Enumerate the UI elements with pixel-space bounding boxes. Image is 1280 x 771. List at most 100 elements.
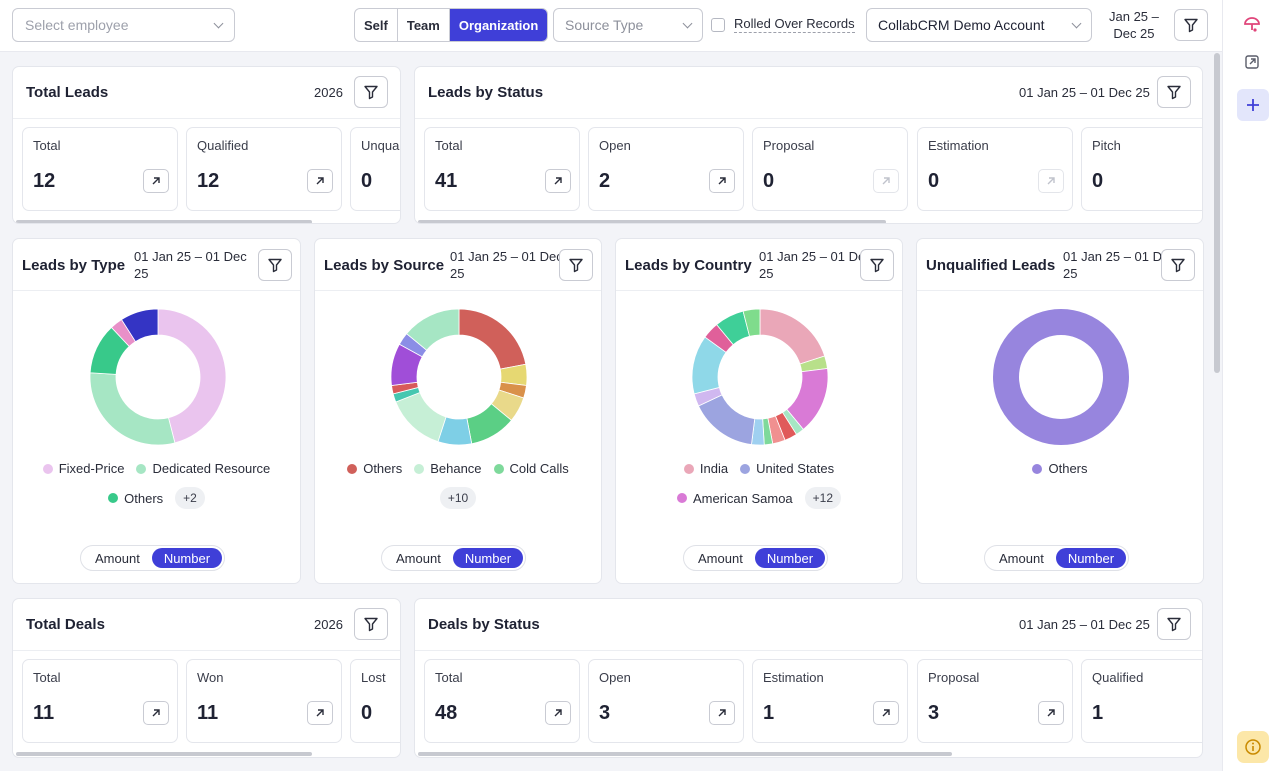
legend-more-button[interactable]: +2	[175, 487, 205, 509]
pie-slice[interactable]	[157, 308, 227, 444]
toggle-number[interactable]: Number	[1055, 548, 1127, 568]
legend-item[interactable]: Behance	[414, 461, 482, 476]
legend-item[interactable]: India	[683, 461, 728, 476]
legend-label: Others	[1048, 461, 1088, 476]
pie-slice[interactable]	[993, 309, 1129, 445]
scope-self-button[interactable]: Self	[355, 9, 398, 41]
rolled-over-label[interactable]: Rolled Over Records	[734, 16, 855, 33]
donut-chart[interactable]	[389, 307, 529, 447]
info-icon	[1245, 739, 1261, 755]
open-external-button[interactable]	[1238, 48, 1266, 76]
toggle-amount[interactable]: Amount	[95, 550, 140, 566]
horizontal-scrollbar[interactable]	[16, 752, 312, 756]
open-stat-button[interactable]	[873, 701, 899, 725]
open-stat-button[interactable]	[307, 169, 333, 193]
source-type-select[interactable]: Source Type	[553, 8, 703, 42]
toggle-number[interactable]: Number	[151, 548, 223, 568]
open-stat-button[interactable]	[873, 169, 899, 193]
donut-chart[interactable]	[991, 307, 1131, 447]
card-header: Leads by Country 01 Jan 25 – 01 Dec 25	[616, 239, 902, 291]
open-stat-button[interactable]	[545, 169, 571, 193]
scope-team-button[interactable]: Team	[398, 9, 450, 41]
card-filter-button[interactable]	[354, 76, 388, 108]
open-stat-button[interactable]	[143, 701, 169, 725]
legend-label: American Samoa	[692, 490, 793, 506]
horizontal-scrollbar[interactable]	[418, 752, 952, 756]
pie-slice[interactable]	[458, 308, 527, 370]
legend-item[interactable]: Cold Calls	[493, 461, 569, 476]
stat-value: 11	[197, 702, 219, 724]
ai-assistant-button[interactable]	[1238, 10, 1266, 38]
donut-chart[interactable]	[690, 307, 830, 447]
toggle-number[interactable]: Number	[754, 548, 826, 568]
open-stat-button[interactable]	[143, 169, 169, 193]
pie-slice[interactable]	[759, 308, 826, 365]
filter-icon	[1184, 18, 1198, 33]
stat-value: 48	[435, 702, 458, 724]
toggle-amount[interactable]: Amount	[698, 550, 743, 566]
open-stat-button[interactable]	[709, 701, 735, 725]
horizontal-scrollbar[interactable]	[418, 220, 886, 223]
card-filter-button[interactable]	[860, 249, 894, 281]
pie-slice[interactable]	[742, 308, 761, 337]
stat-value: 0	[1092, 170, 1104, 192]
stat-label: Total	[33, 670, 61, 685]
stat-label: Lost	[361, 670, 386, 685]
legend-more-button[interactable]: +10	[439, 487, 477, 509]
card-filter-button[interactable]	[354, 608, 388, 640]
open-stat-button[interactable]	[709, 169, 735, 193]
rolled-over-checkbox[interactable]	[711, 18, 725, 32]
account-select[interactable]: CollabCRM Demo Account	[866, 8, 1092, 42]
stat-label: Open	[599, 138, 631, 153]
card-filter-button[interactable]	[258, 249, 292, 281]
card-filter-button[interactable]	[1157, 76, 1191, 108]
date-range[interactable]: Jan 25 – Dec 25	[1109, 8, 1159, 42]
pie-slice[interactable]	[406, 308, 460, 351]
pie-slice[interactable]	[121, 308, 159, 343]
open-stat-button[interactable]	[545, 701, 571, 725]
legend-item[interactable]: American Samoa	[676, 490, 793, 506]
legend-row: Fixed-Price Dedicated Resource	[13, 461, 300, 476]
toggle-amount[interactable]: Amount	[396, 550, 441, 566]
stat-label: Qualified	[1092, 670, 1144, 685]
date-range-end: Dec 25	[1113, 26, 1155, 41]
toggle-number[interactable]: Number	[452, 548, 524, 568]
stat-label: Won	[197, 670, 224, 685]
open-stat-button[interactable]	[1038, 169, 1064, 193]
filter-icon	[364, 85, 378, 100]
legend-more-button[interactable]: +12	[804, 487, 842, 509]
legend-item[interactable]: Others	[1032, 461, 1088, 476]
legend-item[interactable]: Dedicated Resource	[136, 461, 270, 476]
stat-label: Estimation	[928, 138, 989, 153]
open-stat-button[interactable]	[307, 701, 333, 725]
add-button[interactable]	[1237, 89, 1269, 121]
pie-slice[interactable]	[395, 391, 447, 443]
stat-open: Open 2	[588, 127, 744, 211]
global-filter-button[interactable]	[1174, 9, 1208, 41]
employee-select-placeholder: Select employee	[25, 17, 129, 33]
card-filter-button[interactable]	[559, 249, 593, 281]
open-stat-button[interactable]	[1038, 701, 1064, 725]
card-filter-button[interactable]	[1161, 249, 1195, 281]
card-filter-button[interactable]	[1157, 608, 1191, 640]
stat-estimation: Estimation 0	[917, 127, 1073, 211]
legend-item[interactable]: Others	[108, 491, 163, 506]
donut-chart[interactable]	[88, 307, 228, 447]
employee-select[interactable]: Select employee	[12, 8, 235, 42]
info-button[interactable]	[1237, 731, 1269, 763]
legend-item[interactable]: Others	[347, 461, 402, 476]
date-range-start: Jan 25 –	[1109, 9, 1159, 24]
stat-qualified: Qualified 12	[186, 127, 342, 211]
horizontal-scrollbar[interactable]	[16, 220, 312, 223]
filter-icon	[1167, 617, 1181, 632]
legend-dot	[347, 463, 358, 474]
legend-item[interactable]: Fixed-Price	[42, 461, 124, 476]
stat-value: 2	[599, 170, 611, 192]
legend-row: American Samoa +12	[616, 487, 902, 509]
legend-item[interactable]: United States	[740, 461, 834, 476]
toggle-amount[interactable]: Amount	[999, 550, 1044, 566]
page-scrollbar[interactable]	[1214, 53, 1220, 373]
stat-label: Qualified	[197, 138, 249, 153]
scope-organization-button[interactable]: Organization	[449, 9, 548, 41]
pie-slice[interactable]	[89, 372, 176, 446]
